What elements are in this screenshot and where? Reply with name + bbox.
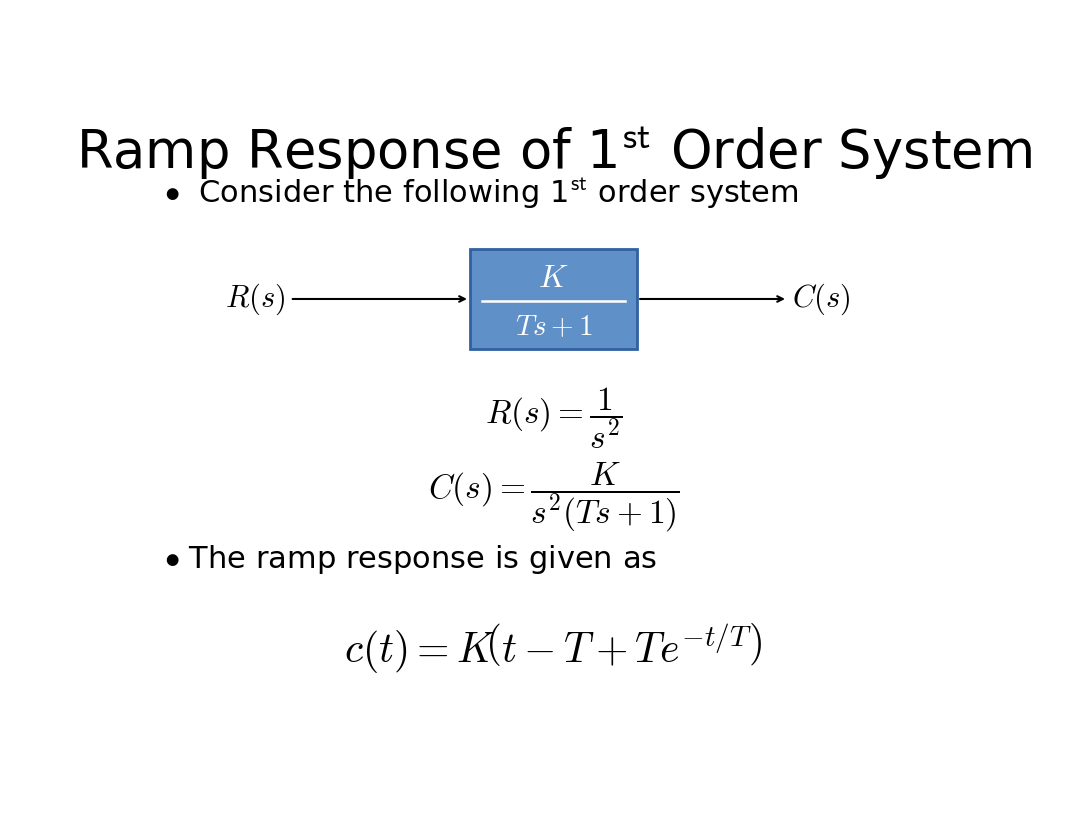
Bar [470,249,637,349]
Text: Ramp Response of 1$^{\mathsf{st}}$ Order System: Ramp Response of 1$^{\mathsf{st}}$ Order… [76,126,1031,184]
Text: $C(s)$: $C(s)$ [792,282,851,317]
Text: $R(s) = \dfrac{1}{s^{2}}$: $R(s) = \dfrac{1}{s^{2}}$ [485,386,622,451]
Text: $\bullet$  Consider the following 1$^{\mathsf{st}}$ order system: $\bullet$ Consider the following 1$^{\ma… [164,176,799,211]
Text: $C(s) = \dfrac{K}{s^{2}(Ts+1)}$: $C(s) = \dfrac{K}{s^{2}(Ts+1)}$ [428,460,679,534]
Text: $K$: $K$ [538,264,569,295]
Text: $c(t) = K\!\left(t - T + Te^{-t/T}\right)$: $c(t) = K\!\left(t - T + Te^{-t/T}\right… [345,621,762,675]
Text: $\bullet$ The ramp response is given as: $\bullet$ The ramp response is given as [164,543,658,576]
Text: $R(s)$: $R(s)$ [226,282,285,317]
Text: $Ts+1$: $Ts+1$ [514,313,593,341]
